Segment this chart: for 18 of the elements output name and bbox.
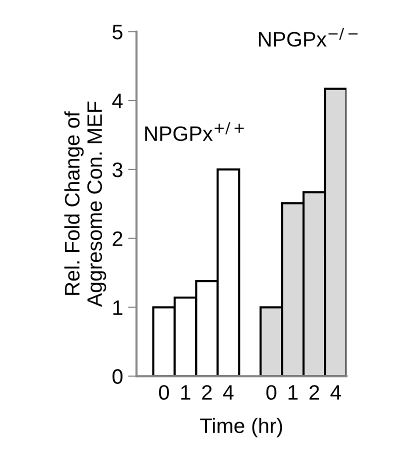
y-tick-label: 5 <box>112 24 122 40</box>
y-tick-label: 3 <box>112 162 122 178</box>
text: NPGPx$^{−/−}$ <box>259 28 358 47</box>
x-tick-label: 1 <box>288 385 298 400</box>
y-axis-title: Rel. Fold Change of Aggresome Con. MEF <box>64 102 106 307</box>
x-tick-label: 0 <box>159 385 169 400</box>
x-axis-title: Time (hr) <box>200 418 282 438</box>
x-tick-label: 2 <box>202 385 212 400</box>
x-tick-label: 1 <box>181 385 190 400</box>
series-label: NPGPx$^{+/+}$ <box>145 122 244 142</box>
x-tick-label: 0 <box>266 385 276 400</box>
y-tick-label: 4 <box>112 94 123 108</box>
x-tick-label: 2 <box>310 385 320 400</box>
x-tick-label: 4 <box>330 385 341 400</box>
x-tick-label: 4 <box>223 385 234 400</box>
y-tick-label: 2 <box>112 231 122 246</box>
y-tick-label: 0 <box>112 369 122 384</box>
y-tick-label: 1 <box>113 300 122 315</box>
